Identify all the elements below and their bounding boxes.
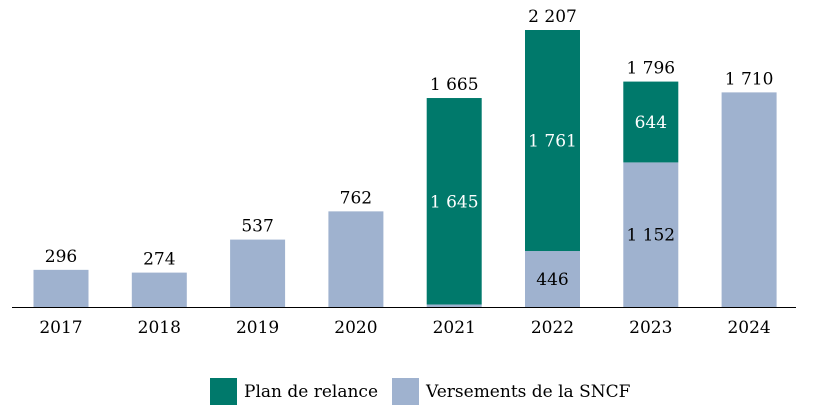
bar-versements-2018 [131, 272, 187, 307]
stacked-bar-chart: 296 2017 274 2018 537 2019 762 2020 1 645 1 665 20… [12, 7, 796, 338]
segment-label-versements-2023: 1 152 [626, 226, 675, 246]
total-label-2017: 296 [45, 247, 77, 267]
bar-versements-2017 [33, 269, 89, 307]
chart-legend: Plan de relance Versements de la SNCF [210, 378, 644, 405]
x-tick-label-2017: 2017 [39, 318, 82, 338]
x-tick-label-2018: 2018 [138, 318, 181, 338]
total-label-2018: 274 [143, 250, 175, 270]
legend-swatch-versements-sncf [392, 378, 419, 405]
total-label-2020: 762 [340, 188, 372, 208]
legend-label-versements-sncf: Versements de la SNCF [426, 381, 631, 402]
x-tick-label-2023: 2023 [629, 318, 672, 338]
total-label-2019: 537 [241, 217, 273, 237]
bar-versements-2022 [525, 251, 580, 307]
x-tick-label-2019: 2019 [236, 318, 279, 338]
legend-label-plan-de-relance: Plan de relance [244, 381, 378, 402]
bar-plan-2022 [525, 30, 580, 252]
bar-versements-2021 [426, 304, 482, 307]
legend-swatch-plan-de-relance [210, 378, 237, 405]
x-tick-label-2024: 2024 [727, 318, 770, 338]
bar-versements-2024 [721, 92, 777, 307]
total-label-2023: 1 796 [626, 59, 675, 79]
bar-plan-2023 [623, 81, 679, 163]
x-tick-label-2022: 2022 [531, 318, 574, 338]
legend-item-plan-de-relance: Plan de relance [210, 378, 378, 405]
bar-versements-2023 [623, 162, 679, 307]
segment-label-plan-2021: 1 645 [430, 192, 479, 212]
legend-item-versements-sncf: Versements de la SNCF [392, 378, 630, 405]
x-tick-label-2021: 2021 [433, 318, 476, 338]
total-label-2024: 1 710 [725, 69, 774, 89]
segment-label-plan-2022: 1 761 [528, 132, 577, 152]
bar-versements-2020 [328, 211, 384, 307]
segment-label-versements-2022: 446 [536, 270, 568, 290]
x-tick-label-2020: 2020 [334, 318, 377, 338]
bar-plan-2021 [426, 98, 482, 305]
bar-versements-2019 [230, 239, 286, 307]
segment-label-plan-2023: 644 [635, 113, 667, 133]
total-label-2022: 2 207 [528, 7, 577, 27]
total-label-2021: 1 665 [430, 75, 479, 95]
